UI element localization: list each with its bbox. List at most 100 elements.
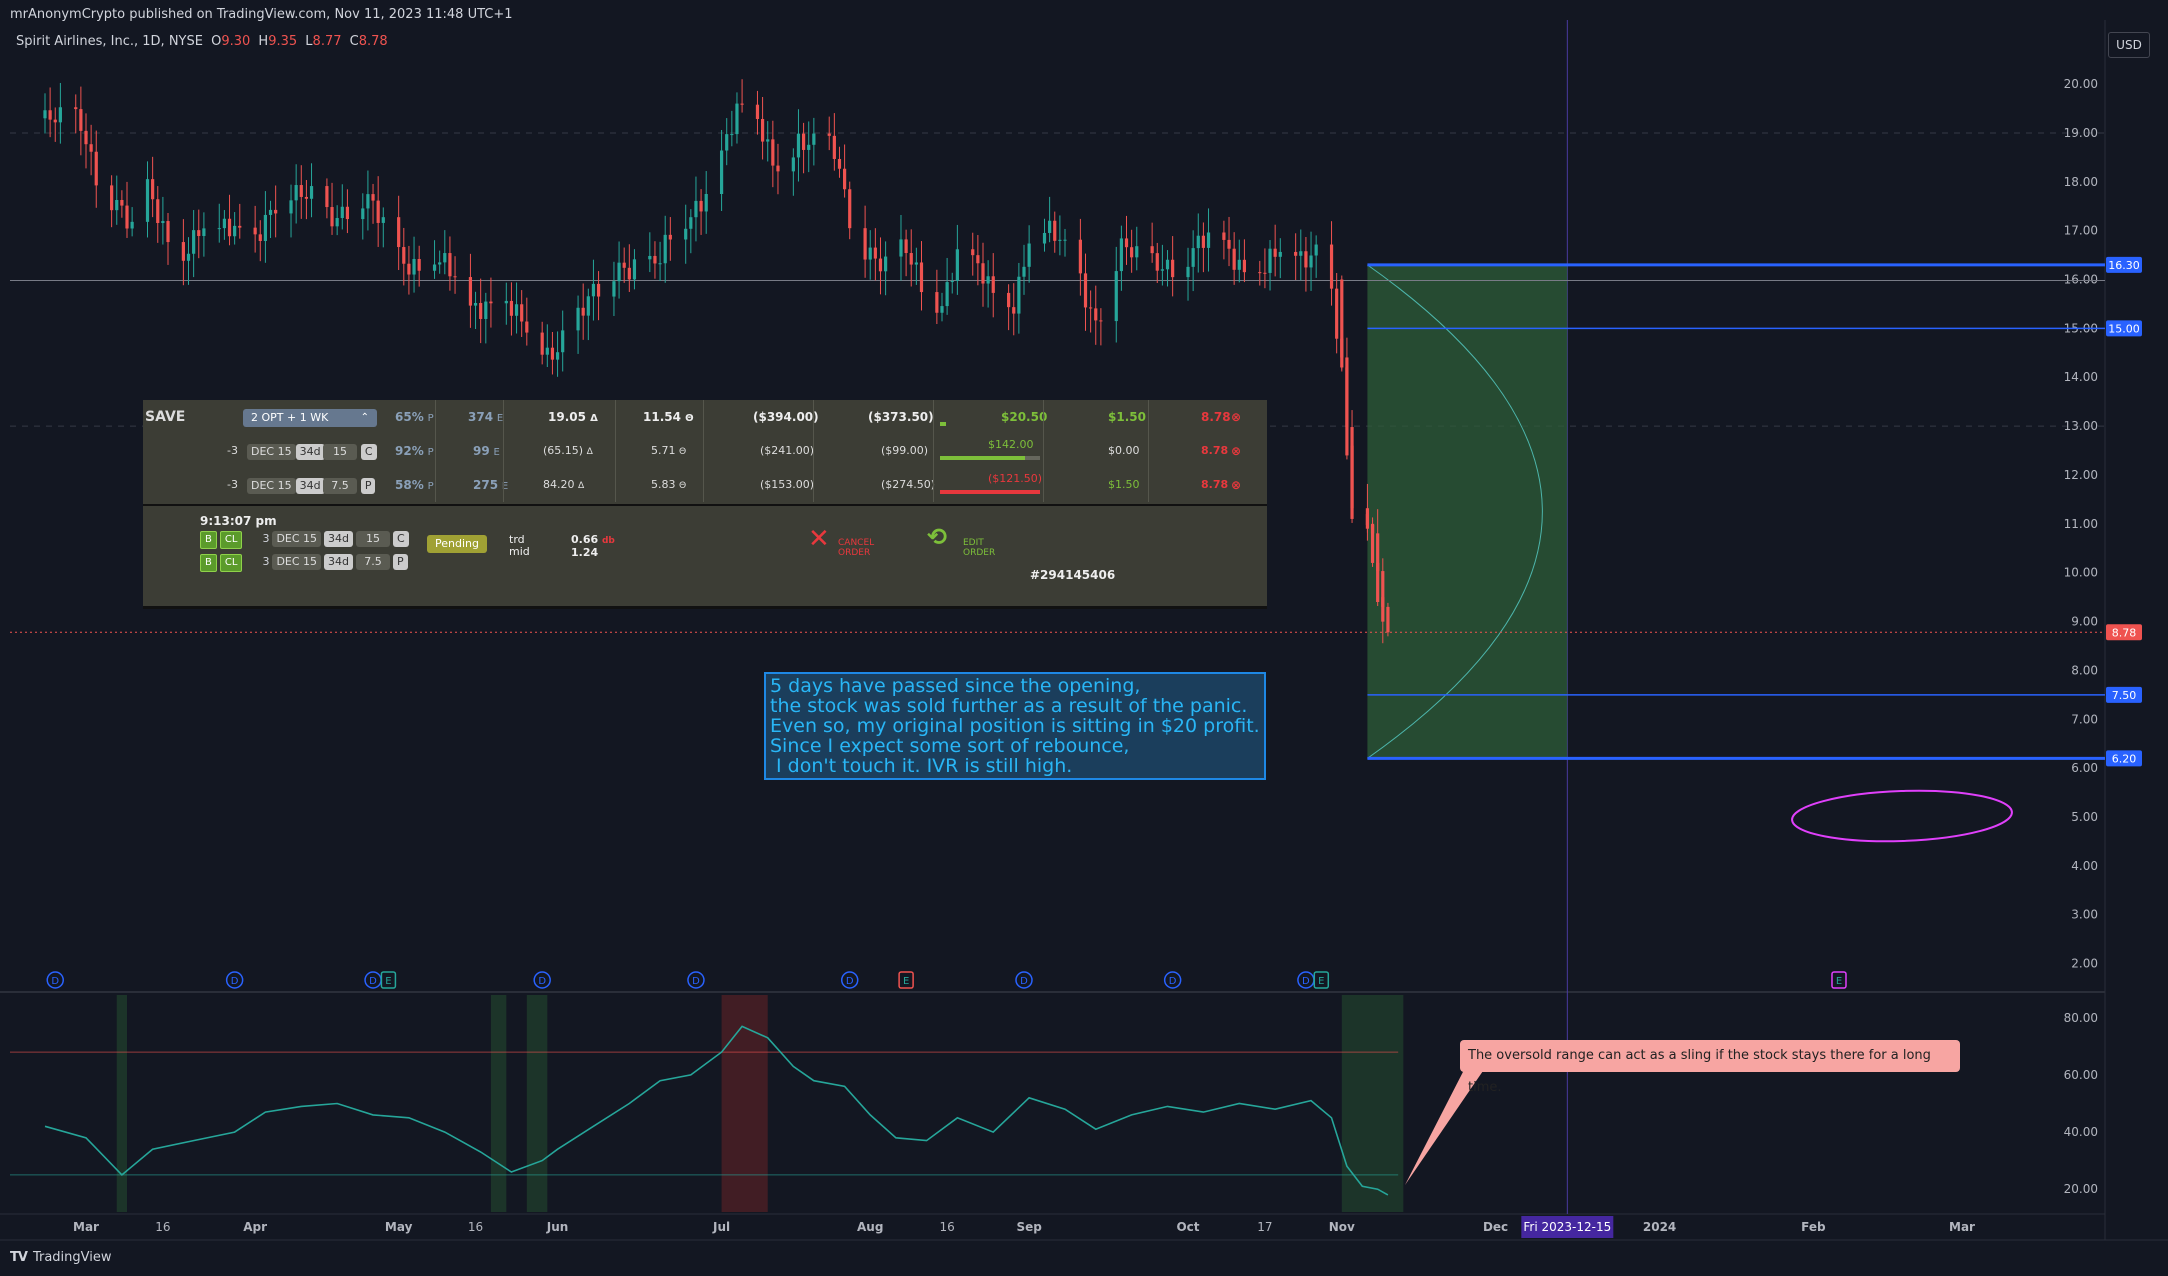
candle-body (884, 256, 888, 272)
candle-body (955, 249, 959, 281)
candle-body (202, 228, 206, 237)
separator (703, 400, 704, 434)
leg-row[interactable]: -3 DEC 15 34d 15 C 92% P 99 E (65.15) Δ 5.71 Θ (… (143, 434, 1267, 468)
price-tick-label: 19.00 (2064, 126, 2098, 140)
dividend-marker (46, 971, 64, 989)
candle-body (448, 253, 452, 277)
dividend-marker (1015, 971, 1033, 989)
candle-body (1304, 251, 1308, 268)
separator (615, 434, 616, 468)
separator (435, 468, 436, 502)
candle-body (1135, 246, 1139, 258)
candle-body (484, 301, 488, 319)
leg-exp-group: DEC 15 34d (247, 468, 325, 502)
order-type: C (393, 531, 409, 547)
callout-box[interactable]: The oversold range can act as a sling if… (1460, 1040, 1960, 1095)
candle-body (735, 103, 739, 135)
strategy-selector[interactable]: 2 OPT + 1 WK ⌃ (243, 408, 377, 427)
event-marker-label: D (1020, 976, 1028, 987)
event-marker-label: D (369, 976, 377, 987)
candle-body (1165, 259, 1170, 270)
order-line: B CL 3 DEC 15 34d 15 C (200, 531, 409, 549)
candle-body (335, 218, 339, 227)
event-marker-label: E (1318, 976, 1324, 987)
candle-body (371, 194, 375, 201)
separator (503, 400, 504, 434)
candle-body (899, 239, 903, 257)
candle-body (1114, 271, 1118, 322)
time-tick-label: Dec (1483, 1220, 1508, 1234)
candle-body (740, 103, 744, 105)
candle-body (576, 307, 580, 331)
candle-body (699, 200, 703, 212)
leg-strike-group: 7.5 P (323, 468, 376, 502)
leg-dte: 34d (295, 478, 325, 494)
dividend-marker (225, 971, 244, 989)
candle-body (586, 296, 590, 316)
price-tick-label: 4.00 (2071, 859, 2098, 873)
candle-body (397, 217, 401, 248)
trd-mid-labels: trd mid (509, 533, 530, 558)
candle-body (653, 255, 657, 264)
candle-body (689, 217, 693, 229)
time-tick-label: 16 (939, 1220, 954, 1234)
close-circle-icon[interactable]: ⊗ (1231, 478, 1242, 492)
event-marker-label: D (846, 976, 854, 987)
save-label[interactable]: SAVE (145, 409, 186, 425)
candle-body (796, 133, 801, 158)
candle-body (617, 262, 621, 282)
order-type: P (393, 554, 408, 570)
candle-body (540, 332, 544, 355)
separator (703, 434, 704, 468)
candle-body (971, 249, 975, 256)
currency-button[interactable]: USD (2108, 32, 2150, 58)
repeat-icon: ⟲ (927, 523, 948, 551)
edit-order-button[interactable]: ⟲ EDIT ORDER (927, 523, 996, 558)
separator (615, 400, 616, 434)
leg-type: P (360, 478, 376, 494)
time-tick-label: Jul (712, 1220, 730, 1234)
strategy-pill[interactable]: 2 OPT + 1 WK ⌃ (243, 409, 377, 427)
candle-body (668, 234, 672, 240)
candle-body (43, 110, 47, 119)
order-qty: 3 (262, 555, 270, 568)
separator (813, 400, 814, 434)
order-strike: 15 (356, 531, 391, 547)
candle-body (1012, 307, 1016, 314)
candle-body (1222, 232, 1226, 240)
candle-body (1150, 246, 1154, 254)
candle-body (663, 234, 667, 264)
leg-prob: 58% P (395, 478, 434, 492)
leg-type: C (360, 444, 377, 460)
separator (703, 468, 704, 502)
close-value: 8.78 (358, 34, 388, 49)
leg-strike: 7.5 (323, 478, 357, 494)
candle-body (1299, 251, 1303, 256)
candle-body (151, 179, 155, 200)
leg-cost: ($153.00) (760, 478, 815, 491)
close-circle-icon[interactable]: ⊗ (1231, 410, 1242, 424)
candle-body (438, 262, 442, 265)
price-tick-label: 18.00 (2064, 175, 2098, 189)
candle-body (1381, 597, 1385, 607)
dividend-marker (1163, 971, 1182, 989)
leg-price: 8.78 (1201, 478, 1229, 491)
leg-row[interactable]: -3 DEC 15 34d 7.5 P 58% P 275 E 84.20 Δ 5.83 Θ (… (143, 468, 1267, 502)
candle-body (89, 144, 93, 152)
time-tick-label: Oct (1176, 1220, 1199, 1234)
time-tick-label: Sep (1016, 1220, 1042, 1234)
candle-body (771, 139, 775, 166)
candle-body (760, 118, 765, 142)
leg-prob: 92% P (395, 444, 434, 458)
close-circle-icon[interactable]: ⊗ (1231, 444, 1242, 458)
candle-body (525, 321, 529, 333)
price-level-badge (2106, 320, 2142, 337)
summary-row[interactable]: SAVE 2 OPT + 1 WK ⌃ 65% P 374 E 19.05 Δ 1… (143, 400, 1267, 434)
candle-body (289, 200, 293, 214)
candle-body (325, 186, 329, 208)
candle-body (489, 301, 493, 304)
price-level-badge (2106, 686, 2142, 703)
cancel-order-button[interactable]: ✕ CANCEL ORDER (808, 524, 875, 558)
annotation-box[interactable]: 5 days have passed since the opening, th… (764, 672, 1266, 780)
